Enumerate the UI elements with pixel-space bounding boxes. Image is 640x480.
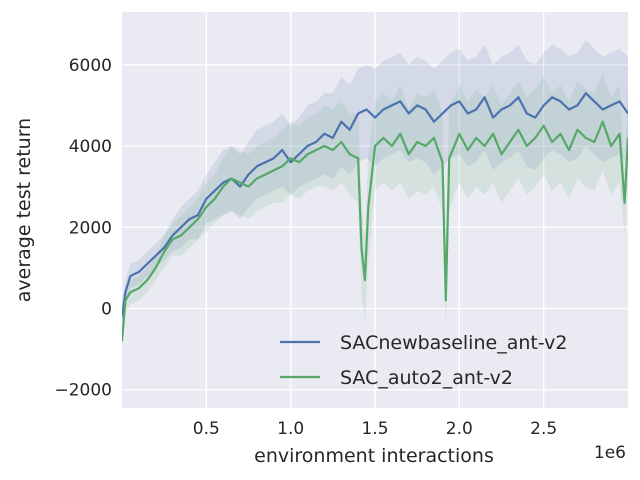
x-offset-label: 1e6 [594, 443, 626, 463]
y-tick-label: 6000 [69, 56, 112, 76]
x-tick-label: 0.5 [193, 419, 220, 439]
legend-label: SAC_auto2_ant-v2 [340, 367, 513, 389]
y-axis-label: average test return [13, 118, 35, 302]
x-tick-labels: 0.5 1.0 1.5 2.0 2.5 [193, 419, 557, 439]
x-axis-label: environment interactions [254, 445, 494, 467]
band-series-1 [122, 72, 628, 354]
band-series-0 [122, 40, 628, 329]
grid [122, 12, 628, 408]
x-tick-label: 1.0 [277, 419, 304, 439]
series-lines [122, 92, 628, 342]
x-tick-label: 1.5 [361, 419, 388, 439]
x-tick-label: 2.0 [446, 419, 473, 439]
y-tick-labels: −2000 0 2000 4000 6000 [54, 56, 112, 401]
x-tick-label: 2.5 [530, 419, 557, 439]
y-tick-label: 2000 [69, 218, 112, 238]
y-tick-label: 4000 [69, 137, 112, 157]
line-series-0 [122, 92, 628, 317]
line-series-1 [122, 120, 628, 342]
confidence-bands [122, 40, 628, 354]
y-tick-label: −2000 [54, 381, 112, 401]
legend-label: SACnewbaseline_ant-v2 [340, 332, 568, 354]
legend: SACnewbaseline_ant-v2 SAC_auto2_ant-v2 [280, 332, 568, 389]
y-tick-label: 0 [101, 299, 112, 319]
